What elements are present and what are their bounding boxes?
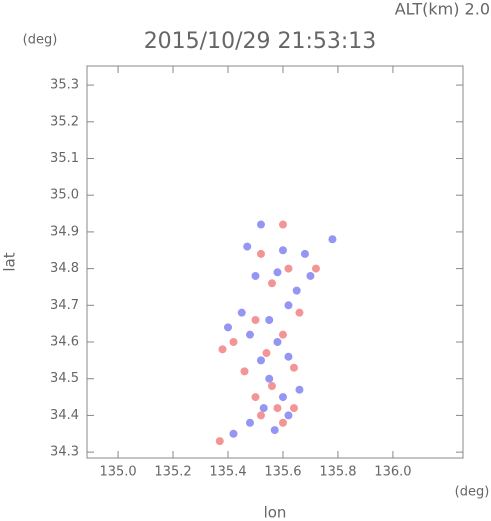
y-tick-label: 35.2 — [50, 114, 79, 129]
point — [292, 286, 301, 295]
point — [256, 220, 265, 229]
point — [295, 385, 304, 394]
x-tick-label: 135.6 — [264, 465, 301, 480]
point — [284, 411, 293, 420]
x-tick-label: 135.4 — [209, 465, 246, 480]
y-tick-label: 34.5 — [50, 371, 79, 386]
point — [306, 271, 315, 280]
point — [240, 367, 249, 376]
point — [270, 426, 279, 435]
point — [284, 352, 293, 361]
y-tick-label: 34.7 — [50, 298, 79, 313]
point — [259, 404, 268, 413]
y-tick-label: 34.9 — [50, 224, 79, 239]
y-tick-label: 34.4 — [50, 408, 79, 423]
point — [229, 338, 238, 347]
point — [224, 323, 232, 332]
y-tick-label: 35.1 — [50, 151, 79, 166]
point — [278, 393, 287, 402]
point — [229, 429, 238, 438]
x-unit: (deg) — [455, 485, 490, 500]
point — [245, 330, 254, 339]
chart-title: 2015/10/29 21:53:13 — [144, 29, 377, 54]
point — [218, 345, 227, 354]
point — [278, 418, 287, 427]
point — [256, 356, 265, 365]
x-tick-label: 136.0 — [374, 465, 411, 480]
point — [284, 301, 293, 310]
x-tick-label: 135.8 — [319, 465, 356, 480]
point — [289, 363, 298, 372]
point — [328, 235, 337, 244]
altitude-label: ALT(km) 2.0 — [395, 0, 490, 19]
point — [273, 268, 282, 277]
point — [278, 246, 287, 255]
x-tick-label: 135.2 — [154, 465, 191, 480]
plot-frame — [86, 65, 464, 459]
point — [251, 315, 260, 324]
point — [267, 279, 276, 288]
point — [256, 411, 265, 420]
point — [273, 338, 282, 347]
point — [251, 271, 260, 280]
point — [262, 349, 271, 358]
point — [245, 418, 254, 427]
y-unit: (deg) — [23, 33, 58, 48]
point — [273, 404, 282, 413]
point — [289, 404, 298, 413]
y-tick-label: 34.8 — [50, 261, 79, 276]
point — [265, 374, 274, 383]
point — [251, 393, 260, 402]
point — [256, 249, 265, 258]
point — [311, 264, 320, 273]
y-tick-label: 35.3 — [50, 78, 79, 93]
point — [300, 249, 309, 258]
x-tick-label: 135.0 — [99, 465, 136, 480]
point — [237, 308, 246, 317]
y-tick-label: 34.6 — [50, 335, 79, 350]
y-tick-label: 35.0 — [50, 188, 79, 203]
point — [265, 315, 274, 324]
point — [295, 308, 304, 317]
point — [278, 220, 287, 229]
y-axis-label: lat — [1, 252, 19, 271]
point — [215, 437, 224, 446]
point — [243, 242, 252, 251]
x-axis-label: lon — [264, 504, 287, 521]
y-tick-label: 34.3 — [50, 445, 79, 460]
point — [267, 382, 276, 391]
point — [278, 330, 287, 339]
point — [284, 264, 293, 273]
